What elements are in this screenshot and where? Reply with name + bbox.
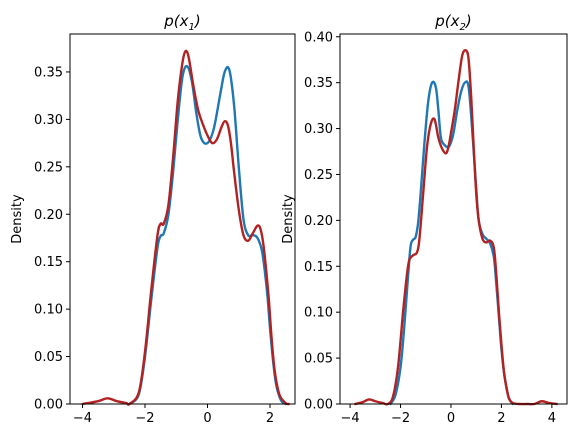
panel-1-y-tick-label: 0.30 bbox=[34, 113, 63, 128]
panel-1-y-tick-label: 0.15 bbox=[34, 255, 63, 270]
panel-2-x-axis: −4 −2 0 2 4 bbox=[341, 404, 556, 426]
panel-2-x-tick-label: −2 bbox=[391, 411, 410, 426]
panel-2-y-tick-label: 0.10 bbox=[304, 306, 333, 321]
panel-2-x-tick-label: 4 bbox=[548, 411, 556, 426]
panel-2-y-tick-label: 0.20 bbox=[304, 214, 333, 229]
panel-2-frame bbox=[339, 33, 568, 405]
panel-2-title: p(x2) bbox=[434, 12, 472, 33]
panel-1-curves bbox=[81, 49, 290, 406]
panel-2-x-tick-label: −4 bbox=[341, 411, 360, 426]
panel-2: p(x2) Density −4 −2 0 2 4 0.000.050.100.150.… bbox=[281, 12, 568, 426]
panel-2-x-tick-label: 2 bbox=[497, 411, 505, 426]
panel-2-y-tick-label: 0.40 bbox=[304, 30, 333, 45]
panel-1-frame bbox=[69, 33, 296, 405]
panel-1: p(x1) Density −4 −2 0 2 0.00 0.05 0.10 0.15 0.2… bbox=[10, 12, 296, 426]
panel-2-y-tick-label: 0.25 bbox=[304, 168, 333, 183]
panel-1-y-axis: 0.00 0.05 0.10 0.15 0.20 0.25 0.30 0.35 bbox=[34, 65, 70, 413]
panel-1-y-tick-label: 0.35 bbox=[34, 65, 63, 80]
panel-2-y-axis: 0.00 0.05 0.10 0.15 0.20 0.25 0.30 0.35 0.40 bbox=[304, 30, 340, 413]
panel-1-y-tick-label: 0.10 bbox=[34, 303, 63, 318]
panel-2-y-tick-label: 0.30 bbox=[304, 122, 333, 137]
panel-1-x-tick-label: −4 bbox=[73, 411, 92, 426]
panel-1-y-tick-label: 0.05 bbox=[34, 350, 63, 365]
panel-2-density-curve-2 bbox=[353, 49, 559, 406]
panel-1-title: p(x1) bbox=[163, 12, 201, 33]
panel-1-y-tick-label: 0.00 bbox=[34, 398, 63, 413]
panel-2-y-axis-label: Density bbox=[281, 194, 296, 244]
panel-1-x-tick-label: 0 bbox=[203, 411, 211, 426]
panel-2-y-tick-label: 0.00 bbox=[304, 398, 333, 413]
panel-2-y-tick-label: 0.15 bbox=[304, 260, 333, 275]
panel-1-y-tick-label: 0.20 bbox=[34, 208, 63, 223]
panel-1-x-tick-label: −2 bbox=[135, 411, 154, 426]
panel-2-x-tick-label: 0 bbox=[447, 411, 455, 426]
panel-1-x-axis: −4 −2 0 2 bbox=[73, 404, 274, 426]
panel-1-x-tick-label: 2 bbox=[266, 411, 274, 426]
panel-1-y-tick-label: 0.25 bbox=[34, 160, 63, 175]
panel-1-y-axis-label: Density bbox=[10, 194, 25, 244]
panel-2-y-tick-label: 0.35 bbox=[304, 76, 333, 91]
panel-2-curves bbox=[353, 49, 559, 406]
panel-1-density-curve-2 bbox=[81, 49, 290, 406]
panel-2-y-tick-label: 0.05 bbox=[304, 352, 333, 367]
panel-1-density-curve-1 bbox=[128, 64, 287, 406]
